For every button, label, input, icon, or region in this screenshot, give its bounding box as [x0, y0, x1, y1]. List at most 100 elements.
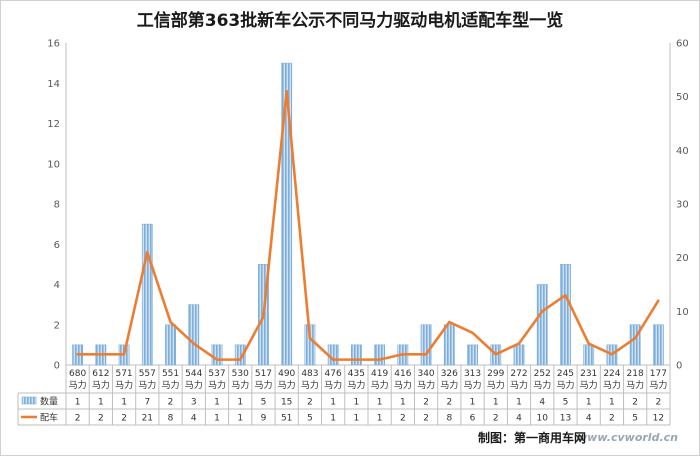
table-cell-line-value: 10	[537, 414, 549, 424]
line-point	[610, 353, 614, 356]
y-left-tick-label: 0	[54, 361, 60, 372]
category-unit: 马力	[533, 379, 551, 391]
category-unit: 马力	[231, 379, 249, 391]
bar	[374, 344, 386, 366]
category-label: 530	[232, 369, 249, 379]
line-point	[564, 294, 567, 297]
category-label: 177	[650, 369, 667, 379]
line-point	[633, 336, 637, 340]
category-label: 272	[510, 369, 527, 379]
table-cell-line-value: 5	[307, 414, 313, 424]
category-unit: 马力	[440, 379, 458, 391]
y-left-tick-label: 4	[54, 280, 60, 291]
table-cell-bar-value: 1	[586, 398, 592, 408]
category-unit: 马力	[371, 379, 389, 391]
table-cell-line-value: 2	[75, 414, 81, 424]
category-unit: 马力	[138, 379, 156, 391]
table-cell-line-value: 4	[191, 414, 197, 424]
category-unit: 马力	[69, 379, 87, 391]
line-point	[378, 358, 381, 361]
line-point	[308, 336, 312, 340]
table-cell-bar-value: 5	[261, 398, 267, 408]
legend-key-bar	[21, 396, 37, 405]
table-cell-line-value: 51	[281, 414, 292, 424]
table-cell-bar-value: 1	[609, 398, 615, 408]
table-cell-bar-value: 2	[446, 398, 452, 408]
y-left-tick-label: 12	[47, 119, 60, 130]
category-label: 571	[115, 369, 132, 379]
category-unit: 马力	[649, 379, 667, 391]
table-cell-line-value: 21	[142, 414, 153, 424]
line-point	[401, 353, 405, 356]
category-unit: 马力	[487, 379, 505, 391]
category-unit: 马力	[92, 379, 110, 391]
bar	[234, 344, 246, 366]
table-cell-line-value: 4	[516, 414, 522, 424]
y-right-tick-label: 20	[676, 253, 689, 264]
category-unit: 马力	[626, 379, 644, 391]
y-right-tick-label: 40	[676, 146, 689, 157]
bar	[211, 344, 223, 366]
y-left-tick-label: 16	[47, 39, 60, 50]
line-point	[448, 320, 451, 324]
table-cell-bar-value: 1	[214, 398, 220, 408]
table-cell-bar-value: 1	[330, 398, 336, 408]
category-label: 340	[417, 369, 434, 379]
table-cell-line-value: 4	[586, 414, 592, 424]
category-unit: 马力	[417, 379, 435, 391]
table-cell-bar-value: 1	[493, 398, 499, 408]
category-label: 231	[580, 369, 597, 379]
series-line	[77, 90, 660, 361]
table-cell-bar-value: 1	[377, 398, 383, 408]
table-cell-line-value: 1	[354, 414, 360, 424]
category-unit: 马力	[347, 379, 365, 391]
table-cell-bar-value: 3	[191, 398, 197, 408]
category-unit: 马力	[580, 379, 598, 391]
table-cell-line-value: 6	[470, 414, 476, 424]
y-left-tick-label: 2	[54, 320, 60, 331]
category-unit: 马力	[254, 379, 272, 391]
credit-text: 制图：第一商用车网	[478, 430, 586, 445]
category-label: 557	[139, 369, 156, 379]
y-right-tick-label: 30	[676, 200, 689, 211]
category-unit: 马力	[162, 379, 180, 391]
category-unit: 马力	[556, 379, 574, 391]
line-point	[285, 90, 288, 93]
y-right-tick-label: 60	[676, 39, 689, 50]
bar	[443, 324, 455, 366]
bar	[350, 344, 362, 366]
line-point	[192, 342, 195, 345]
bar	[420, 324, 432, 366]
data-table: 680马力612马力571马力557马力551马力544马力537马力530马力…	[17, 365, 671, 426]
category-label: 517	[255, 369, 272, 379]
line-point	[541, 310, 544, 313]
table-cell-bar-value: 2	[632, 398, 638, 408]
category-unit: 马力	[464, 379, 482, 391]
category-unit: 马力	[510, 379, 528, 391]
table-cell-bar-value: 7	[144, 398, 150, 408]
line-point	[76, 353, 79, 356]
table-cell-bar-value: 4	[539, 398, 545, 408]
line-point	[122, 353, 126, 356]
category-unit: 马力	[278, 379, 296, 391]
table-cell-bar-value: 1	[98, 398, 104, 408]
table-cell-line-value: 5	[632, 414, 638, 424]
table-cell-line-value: 8	[168, 414, 174, 424]
table-cell-bar-value: 2	[423, 398, 429, 408]
y-right-tick-label: 0	[676, 361, 682, 372]
category-label: 252	[534, 369, 551, 379]
category-unit: 马力	[394, 379, 412, 391]
y-left-tick-label: 10	[47, 159, 60, 170]
table-cell-bar-value: 15	[281, 398, 292, 408]
y-right-tick-label: 10	[676, 307, 689, 318]
line-series	[76, 90, 660, 361]
table-cell-bar-value: 1	[75, 398, 81, 408]
bar	[583, 344, 595, 366]
watermark: www.cvworld.cn	[577, 431, 678, 444]
category-unit: 马力	[185, 379, 203, 391]
table-cell-line-value: 2	[609, 414, 615, 424]
line-point	[424, 353, 428, 356]
category-label: 224	[603, 369, 620, 379]
line-point	[331, 358, 335, 361]
